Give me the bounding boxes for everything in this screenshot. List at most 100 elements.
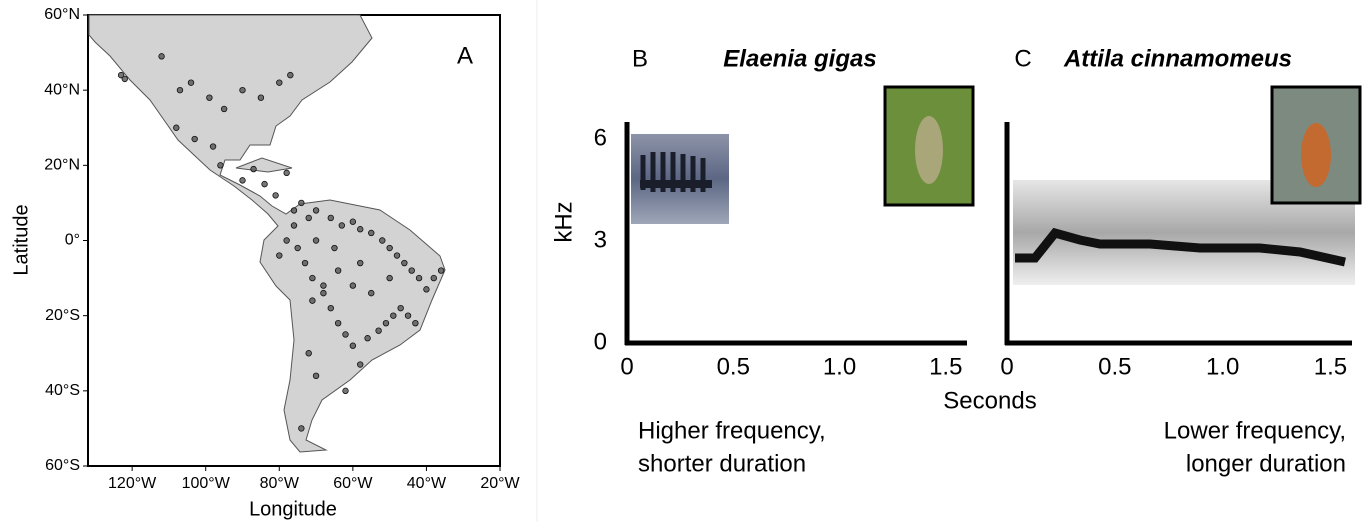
location-point <box>261 180 268 188</box>
location-point <box>364 335 371 342</box>
location-point <box>320 282 327 289</box>
spectrogram <box>631 134 729 224</box>
location-point <box>375 327 382 334</box>
location-point <box>294 244 301 252</box>
x-tick-label: 40°W <box>407 475 447 492</box>
y-tick-label: 20°N <box>44 157 80 174</box>
location-point <box>257 94 265 101</box>
y-tick-label: 60°S <box>45 457 80 474</box>
caption: shorter duration <box>638 450 806 477</box>
location-point <box>430 274 437 282</box>
location-point <box>250 165 257 173</box>
location-point <box>386 274 393 282</box>
location-point <box>220 105 228 113</box>
location-point <box>276 79 283 86</box>
location-point <box>357 259 364 267</box>
y-tick-label: 40°N <box>44 81 80 98</box>
x-tick-label: 0.5 <box>717 353 750 380</box>
y-tick-label: 20°S <box>45 307 80 324</box>
x-tick-label: 0.5 <box>1098 353 1131 380</box>
x-tick-label: 80°W <box>260 475 300 492</box>
location-point <box>309 297 316 304</box>
location-point <box>357 226 364 233</box>
y-tick-label: 60°N <box>44 6 80 23</box>
location-point <box>176 86 184 94</box>
location-point <box>209 143 217 150</box>
location-point <box>191 135 198 143</box>
location-point <box>121 75 128 83</box>
location-point <box>301 259 309 267</box>
location-point <box>173 124 180 131</box>
y-tick-label: 40°S <box>45 382 80 399</box>
location-point <box>386 244 393 252</box>
location-point <box>239 177 246 184</box>
x-tick-label: 0 <box>620 353 633 380</box>
location-point <box>206 94 213 101</box>
location-point <box>331 244 338 252</box>
location-point <box>412 319 419 327</box>
location-point <box>117 71 125 79</box>
location-point <box>368 229 375 237</box>
location-point <box>239 86 246 94</box>
location-point <box>158 53 165 60</box>
x-tick-label: 100°W <box>182 475 231 492</box>
x-axis-label: Longitude <box>249 498 337 520</box>
x-tick-label: 120°W <box>108 475 157 492</box>
location-point <box>342 387 349 395</box>
x-tick-label: 20°W <box>480 475 520 492</box>
location-point <box>312 207 320 214</box>
location-point <box>305 350 312 357</box>
americas <box>88 14 446 453</box>
location-point <box>320 289 327 297</box>
panel-label: C <box>1014 45 1031 72</box>
caption: Higher frequency, <box>638 417 826 444</box>
location-point <box>272 192 279 199</box>
location-point <box>290 222 298 229</box>
location-point <box>404 312 412 319</box>
y-tick-label: 0° <box>65 232 80 249</box>
location-point <box>298 199 305 207</box>
spectrogram-trace <box>1015 227 1346 267</box>
caption: Lower frequency, <box>1164 417 1346 444</box>
bird <box>915 116 943 184</box>
location-point <box>187 79 195 86</box>
location-point <box>312 372 320 379</box>
location-point <box>334 267 342 274</box>
caption: longer duration <box>1186 450 1346 477</box>
y-tick-label: 3 <box>594 226 607 253</box>
spectrogram-notes <box>640 152 712 192</box>
location-point <box>298 425 305 432</box>
location-point <box>287 71 294 79</box>
location-point <box>349 282 357 289</box>
bird <box>1301 123 1331 187</box>
location-point <box>312 237 320 244</box>
location-point <box>342 331 349 338</box>
panel-label: B <box>632 45 648 72</box>
location-point <box>305 214 312 222</box>
location-point <box>437 267 445 274</box>
location-point <box>390 312 397 319</box>
location-point <box>349 342 357 349</box>
y-axis-label: kHz <box>550 201 577 242</box>
location-point <box>415 274 423 282</box>
location-point <box>349 218 357 225</box>
x-tick-label: 60°W <box>333 475 373 492</box>
cuba <box>235 157 293 173</box>
location-point <box>334 319 342 327</box>
x-tick-label: 0 <box>1000 353 1013 380</box>
x-tick-label: 1.0 <box>823 353 856 380</box>
y-axis-label: Latitude <box>10 204 32 275</box>
location-point <box>309 274 316 282</box>
location-point <box>327 214 334 222</box>
location-point <box>327 304 334 312</box>
location-point <box>217 162 224 169</box>
location-point <box>290 207 298 214</box>
location-point <box>338 222 346 229</box>
x-tick-label: 1.0 <box>1206 353 1239 380</box>
species-name: Attila cinnamomeus <box>1063 45 1292 72</box>
panel-label: A <box>457 42 473 69</box>
location-point <box>283 169 290 177</box>
location-point <box>408 267 415 274</box>
location-point <box>368 289 375 297</box>
